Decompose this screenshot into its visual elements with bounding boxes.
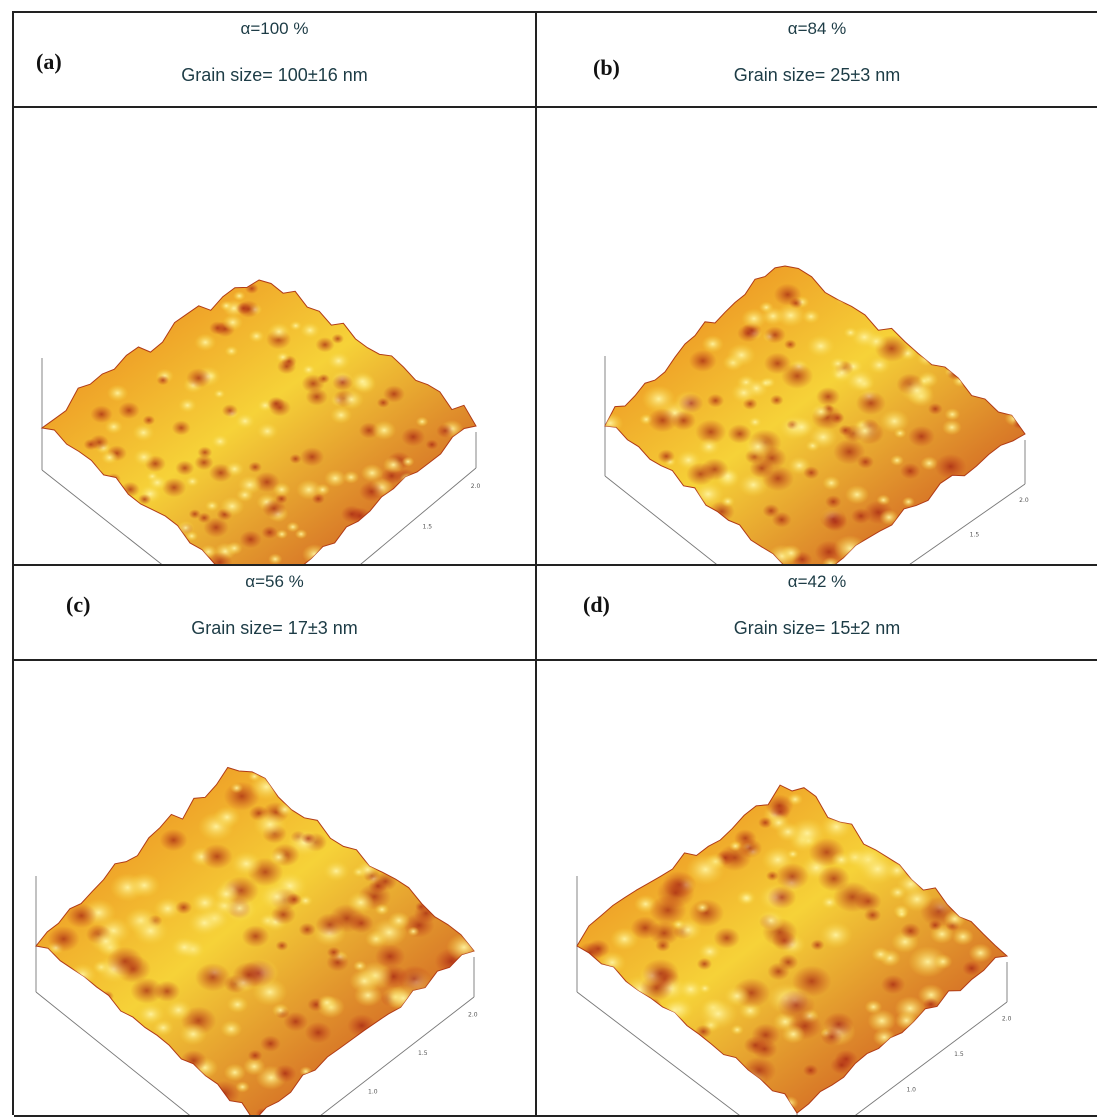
grain-size-d: Grain size= 15±2 nm [537,618,1097,639]
grain-size-a: Grain size= 100±16 nm [14,65,535,86]
alpha-label-d: α=42 % [537,572,1097,592]
header-d: (d) α=42 % Grain size= 15±2 nm [537,566,1097,661]
figure-table: (a) α=100 % Grain size= 100±16 nm (b) α=… [12,11,1097,1115]
header-a: (a) α=100 % Grain size= 100±16 nm [14,13,537,108]
axis-tick-label: 2.0 [471,483,481,490]
header-b: (b) α=84 % Grain size= 25±3 nm [537,13,1097,108]
grain-size-c: Grain size= 17±3 nm [14,618,535,639]
axis-tick-label: 2.0 [1019,497,1029,504]
axis-tick-label: 1.5 [954,1051,964,1058]
panel-label-d: (d) [583,592,610,618]
axis-tick-label: 1.5 [423,523,433,530]
afm-cell-a: 0.51.01.52.0 [14,108,537,566]
axis-tick-label: 2.0 [468,1011,478,1018]
alpha-label-a: α=100 % [14,19,535,39]
afm-cell-b: 0.51.01.52.0 [537,108,1097,566]
axis-tick-label: 1.5 [418,1050,428,1057]
afm-image-a: 0.51.01.52.0 [14,108,535,564]
afm-image-d: 0.51.01.52.0 [537,661,1097,1115]
alpha-label-b: α=84 % [537,19,1097,39]
axis-tick-label: 2.0 [1002,1015,1012,1022]
afm-cell-d: 0.51.01.52.0 [537,661,1097,1117]
afm-image-c: 0.51.01.52.0 [14,661,535,1115]
grain-size-b: Grain size= 25±3 nm [537,65,1097,86]
axis-tick-label: 1.0 [368,1089,378,1096]
axis-tick-label: 1.0 [906,1087,916,1094]
header-c: (c) α=56 % Grain size= 17±3 nm [14,566,537,661]
axis-tick-label: 1.5 [970,531,980,538]
alpha-label-c: α=56 % [14,572,535,592]
panel-label-c: (c) [66,592,90,618]
afm-image-b: 0.51.01.52.0 [537,108,1097,564]
afm-cell-c: 0.51.01.52.0 [14,661,537,1117]
